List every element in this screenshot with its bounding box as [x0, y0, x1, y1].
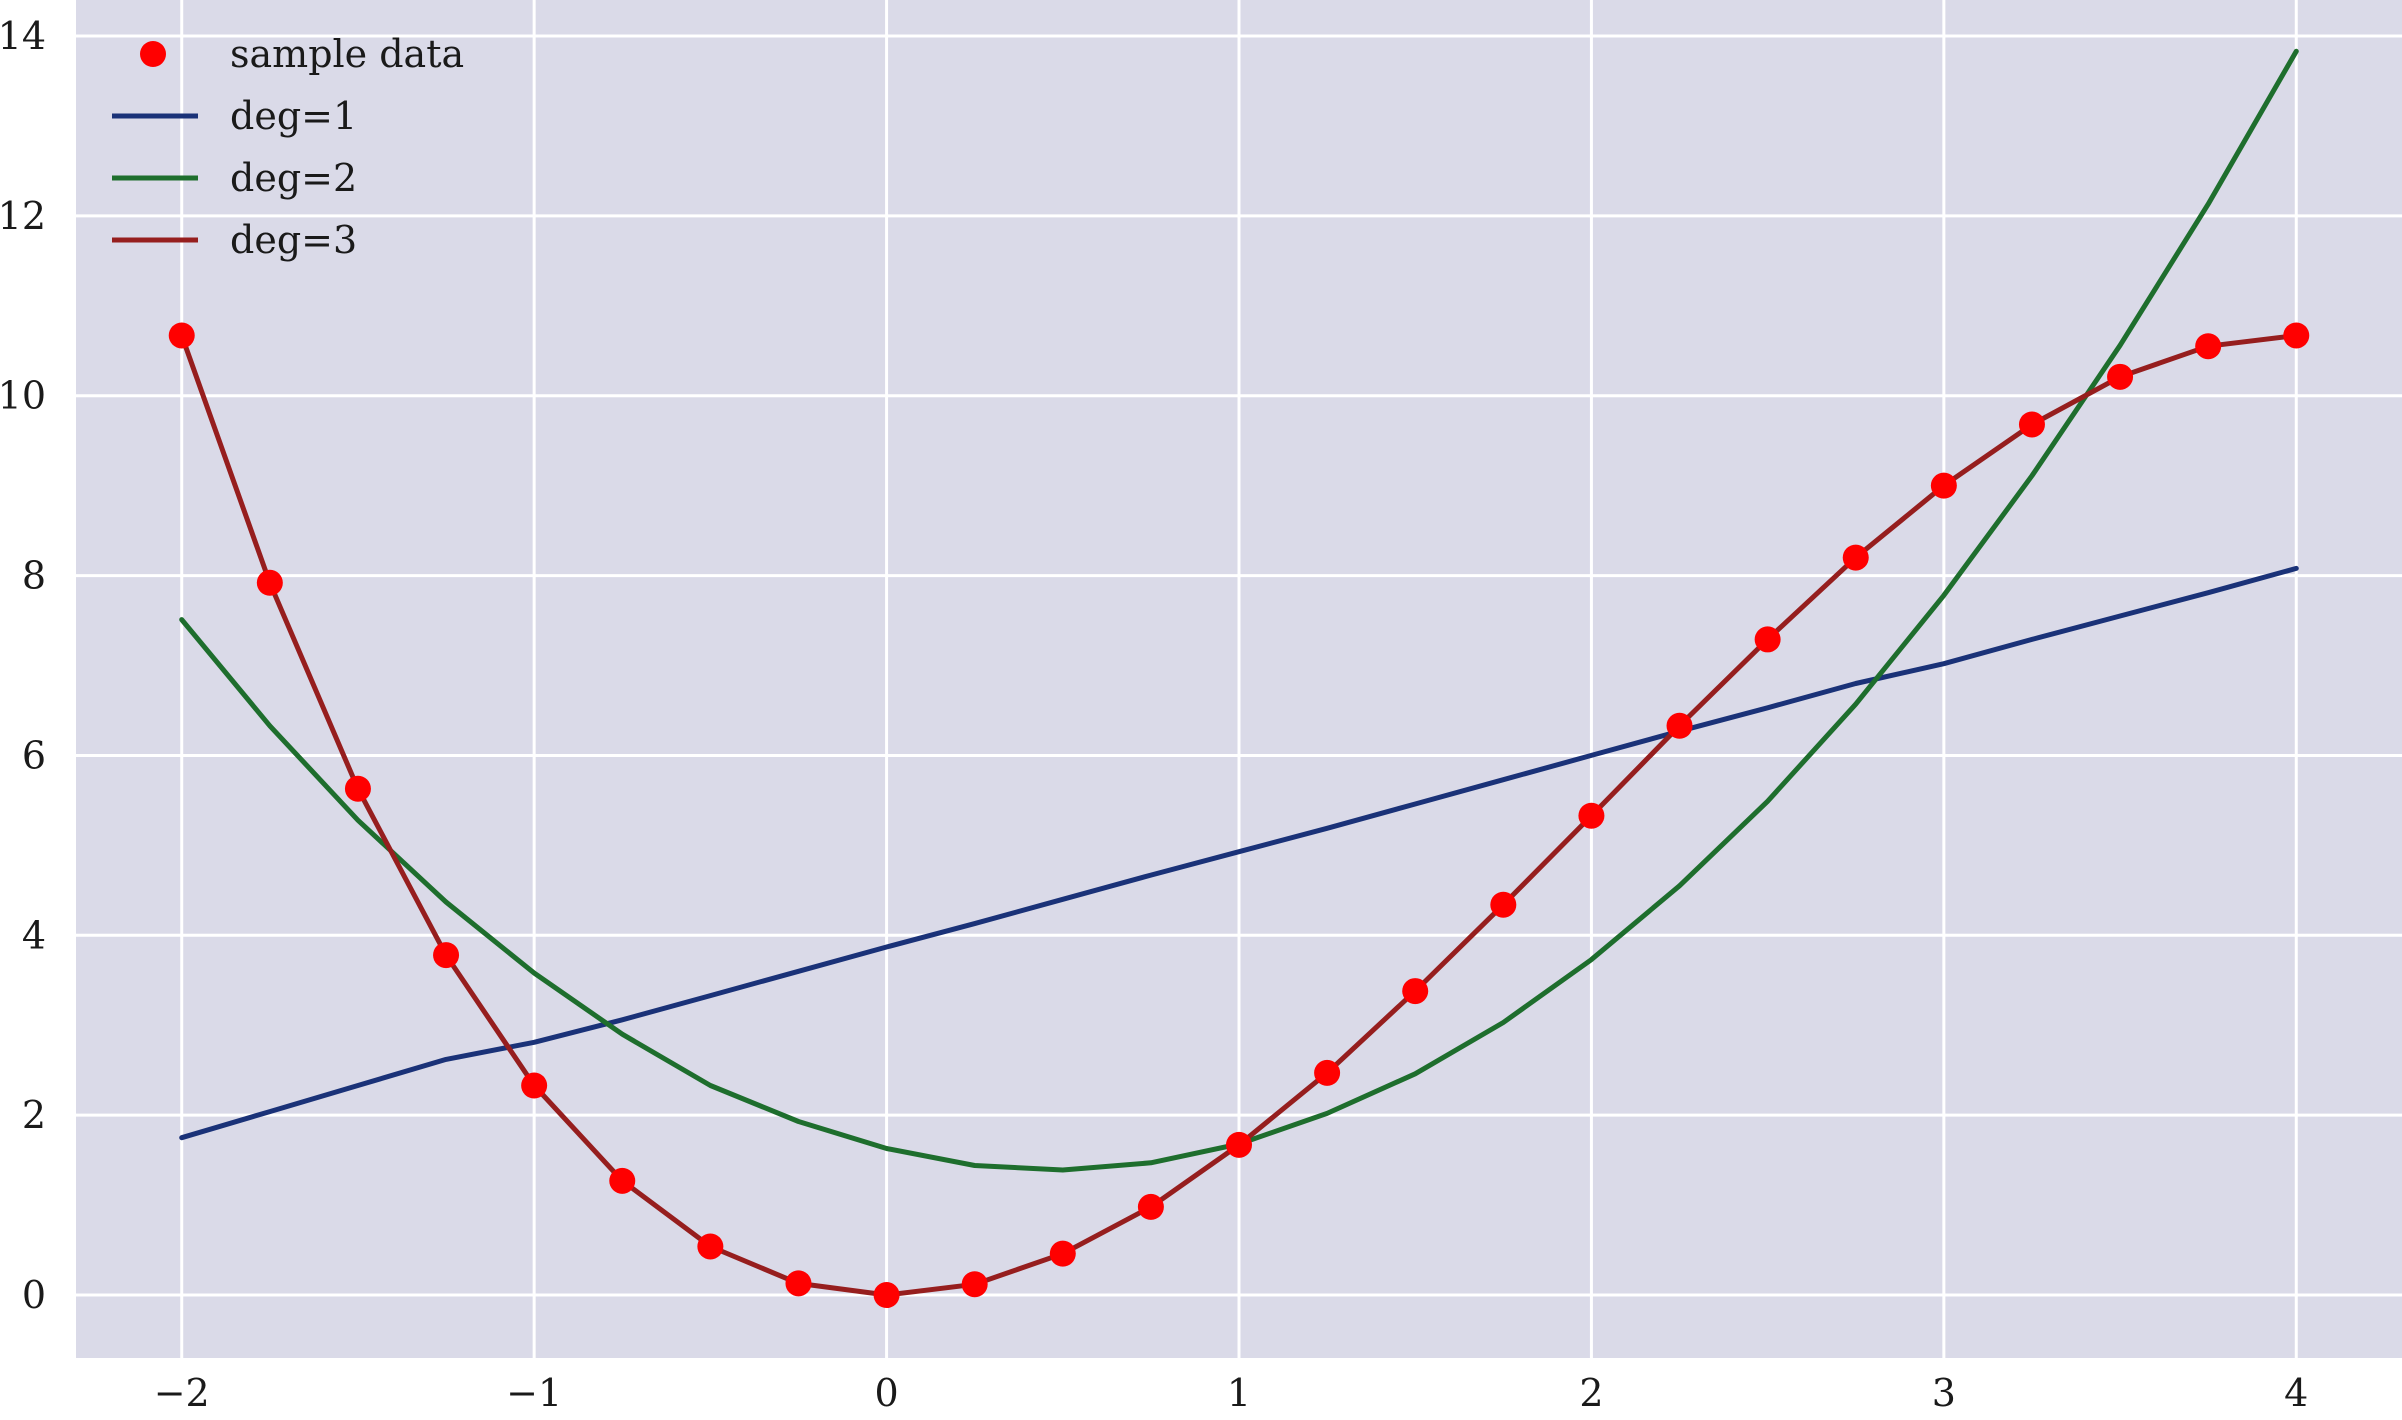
legend: sample data deg=1 deg=2 deg=3	[112, 32, 464, 262]
legend-item: sample data	[140, 32, 464, 76]
y-tick-label: 14	[0, 14, 46, 58]
sample-point	[344, 775, 371, 802]
sample-point	[168, 322, 195, 349]
sample-point	[521, 1072, 548, 1099]
sample-point	[1049, 1240, 1076, 1267]
x-tick-label: 3	[1932, 1371, 1956, 1415]
sample-point	[785, 1270, 812, 1297]
sample-point	[961, 1271, 988, 1298]
grid	[76, 0, 2402, 1358]
sample-point	[1842, 544, 1869, 571]
sample-point	[609, 1167, 636, 1194]
legend-label: deg=3	[230, 218, 357, 262]
y-tick-label: 0	[22, 1273, 46, 1317]
legend-marker	[140, 41, 166, 67]
sample-point	[1490, 891, 1517, 918]
sample-point	[873, 1282, 900, 1309]
y-tick-label: 10	[0, 374, 46, 418]
x-tick-label: −2	[154, 1371, 210, 1415]
legend-item: deg=2	[112, 156, 357, 200]
sample-points	[168, 322, 2310, 1309]
sample-point	[1578, 802, 1605, 829]
sample-point	[2283, 322, 2310, 349]
sample-point	[2107, 363, 2134, 390]
sample-point	[2195, 333, 2222, 360]
sample-point	[1402, 978, 1429, 1005]
legend-item: deg=3	[112, 218, 357, 262]
legend-label: sample data	[230, 32, 464, 76]
sample-point	[1314, 1059, 1341, 1086]
x-tick-labels: −2 −1 0 1 2 3 4	[154, 1371, 2309, 1415]
y-tick-label: 12	[0, 194, 46, 238]
legend-label: deg=2	[230, 156, 357, 200]
sample-point	[1137, 1193, 1164, 1220]
sample-point	[1754, 626, 1781, 653]
x-tick-label: 2	[1579, 1371, 1603, 1415]
sample-point	[256, 569, 283, 596]
sample-point	[1226, 1131, 1252, 1158]
x-tick-label: −1	[506, 1371, 562, 1415]
y-tick-label: 2	[22, 1093, 46, 1137]
x-tick-label: 4	[2284, 1371, 2308, 1415]
y-tick-label: 8	[22, 554, 46, 598]
legend-item: deg=1	[112, 94, 357, 138]
x-tick-label: 1	[1227, 1371, 1251, 1415]
sample-point	[697, 1233, 724, 1260]
sample-point	[2018, 411, 2045, 438]
y-tick-labels: 0 2 4 6 8 10 12 14	[0, 14, 46, 1317]
sample-point	[1666, 712, 1693, 739]
series-line-deg-1	[179, 565, 2299, 1141]
y-tick-label: 4	[22, 913, 46, 957]
legend-label: deg=1	[230, 94, 357, 138]
sample-point	[433, 942, 460, 969]
sample-point	[1930, 472, 1957, 499]
y-tick-label: 6	[22, 733, 46, 777]
x-tick-label: 0	[874, 1371, 898, 1415]
